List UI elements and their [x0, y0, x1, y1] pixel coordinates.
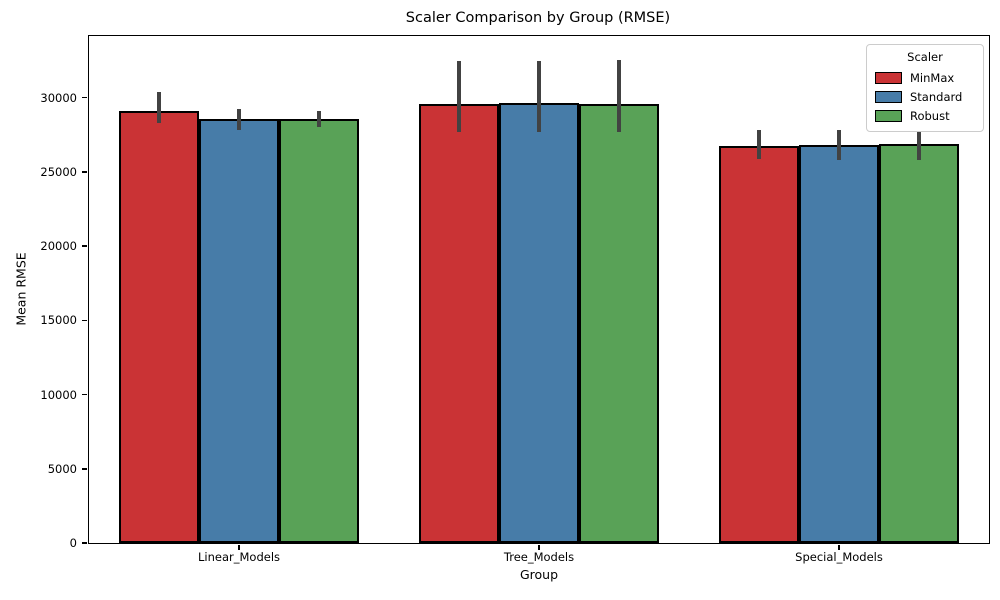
plot-area: 0 5000 10000 15000 20000 25000 30000 Linear_Mo… — [40, 35, 990, 582]
legend-label-robust: Robust — [910, 108, 950, 123]
chart-title: Scaler Comparison by Group (RMSE) — [405, 10, 671, 26]
error-bar-robust-special_models — [917, 131, 921, 160]
y-tick-mark — [82, 393, 87, 396]
y-tick-label: 10000 — [40, 387, 77, 402]
x-tick-mark — [538, 545, 540, 550]
legend-swatch-minmax — [875, 71, 902, 84]
bar-standard-special_models — [799, 145, 879, 543]
error-bar-robust-tree_models — [617, 60, 621, 132]
legend-title: Scaler — [907, 50, 943, 64]
bar-robust-tree_models — [579, 103, 659, 543]
bar-robust-linear_models — [279, 119, 359, 543]
y-tick-label: 5000 — [47, 461, 77, 476]
y-tick-mark — [82, 542, 87, 544]
error-bar-minmax-special_models — [757, 129, 761, 160]
bar-standard-tree_models — [499, 102, 579, 543]
bar-minmax-special_models — [719, 145, 799, 543]
y-tick-mark — [82, 245, 87, 247]
bar-robust-special_models — [879, 144, 959, 543]
legend: Scaler MinMax Standard Robust — [866, 44, 984, 132]
legend-entry-robust: Robust — [875, 106, 975, 125]
legend-entry-minmax: MinMax — [875, 68, 975, 87]
y-tick-label: 25000 — [40, 164, 77, 179]
error-bar-standard-special_models — [837, 129, 841, 160]
y-tick-label: 20000 — [40, 239, 77, 254]
error-bar-minmax-tree_models — [457, 61, 461, 133]
error-bar-minmax-linear_models — [157, 92, 161, 123]
legend-label-minmax: MinMax — [910, 70, 955, 85]
error-bar-robust-linear_models — [317, 110, 321, 128]
legend-entry-standard: Standard — [875, 87, 975, 106]
y-tick-mark — [82, 96, 87, 99]
y-tick-label: 15000 — [40, 313, 77, 328]
y-tick-mark — [82, 468, 87, 470]
x-tick-mark — [238, 545, 240, 550]
y-tick-label: 0 — [69, 536, 77, 550]
x-tick-label-special_models: Special_Models — [795, 550, 883, 564]
legend-entries: MinMax Standard Robust — [875, 68, 975, 125]
legend-label-standard: Standard — [910, 89, 963, 104]
bar-minmax-tree_models — [419, 104, 499, 543]
x-tick-mark — [838, 545, 840, 550]
x-axis-label: Group — [519, 567, 559, 582]
error-bar-standard-tree_models — [537, 61, 541, 132]
bar-minmax-linear_models — [119, 110, 199, 543]
y-tick-mark — [82, 319, 87, 322]
error-bar-standard-linear_models — [237, 109, 241, 130]
y-tick-mark — [82, 171, 87, 173]
legend-swatch-robust — [875, 109, 902, 122]
x-tick-label-linear_models: Linear_Models — [197, 550, 281, 564]
legend-swatch-standard — [875, 90, 902, 103]
bar-standard-linear_models — [199, 119, 279, 543]
y-tick-label: 30000 — [40, 90, 77, 105]
x-tick-label-tree_models: Tree_Models — [503, 550, 575, 564]
